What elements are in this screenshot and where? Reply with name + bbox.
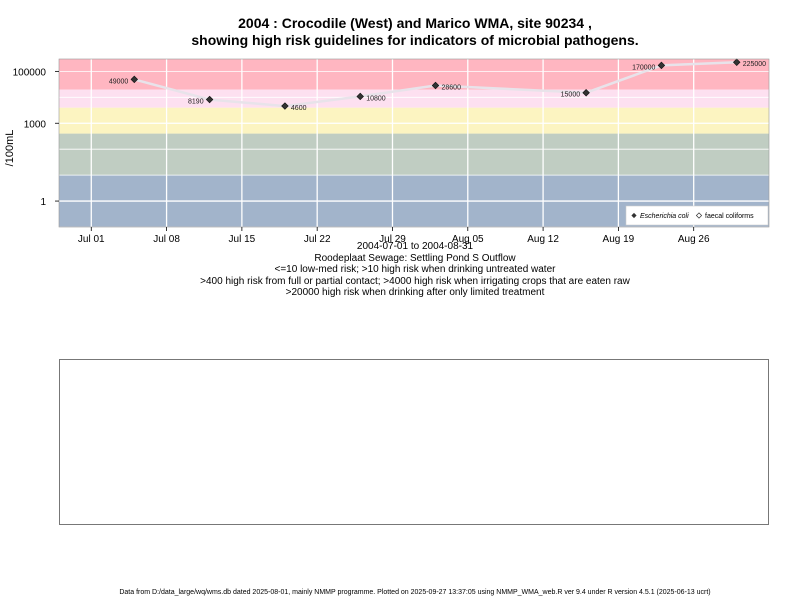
legend-marker-ecoli (631, 212, 637, 219)
date-range-text: 2004-07-01 to 2004-08-31 (356, 241, 474, 252)
ecoli-point (657, 61, 666, 70)
trend-line (133, 60, 737, 108)
ecoli-point (281, 102, 289, 110)
ecoli-point (582, 89, 590, 97)
data-label: 4600 (291, 105, 307, 112)
guideline-text-1: <=10 low-med risk; >10 high risk when dr… (274, 264, 556, 275)
legend-label-faecal: faecal coliforms (705, 213, 754, 220)
risk-band (59, 59, 769, 90)
guideline-text-2: >400 high risk from full or partial cont… (200, 276, 630, 287)
y-tick-label: 100000 (13, 67, 47, 78)
x-tick-label: Jul 22 (304, 234, 331, 245)
x-tick-label: Aug 12 (527, 234, 559, 245)
chart-title-line-1: 2004 : Crocodile (West) and Marico WMA, … (238, 15, 592, 31)
risk-band (59, 89, 769, 108)
footer-note: Data from D:/data_large/wq/wms.db dated … (119, 589, 711, 596)
risk-bands (59, 59, 769, 227)
data-label: 170000 (632, 64, 655, 71)
legend: Escherichia coli faecal coliforms (625, 205, 769, 226)
guideline-text-3: >20000 high risk when drinking after onl… (285, 287, 545, 298)
legend-label-ecoli: Escherichia coli (640, 213, 689, 220)
data-label: 15000 (561, 92, 581, 99)
ecoli-point (431, 81, 440, 90)
y-tick-label: 1 (40, 197, 46, 208)
y-axis-title: /100mL (4, 130, 16, 167)
ecoli-point (205, 95, 214, 104)
trend-line-path (133, 60, 737, 108)
data-points (130, 58, 741, 110)
data-label: 28600 (442, 84, 462, 91)
data-label: 10800 (366, 95, 386, 102)
plot-frame (58, 58, 770, 228)
data-label: 49000 (109, 78, 129, 85)
chart-title-line-2: showing high risk guidelines for indicat… (191, 32, 639, 48)
y-tick-label: 1000 (24, 119, 47, 130)
x-tick-label: Jul 01 (78, 234, 105, 245)
data-labels: 49000 8190 4600 10800 28600 15000 170000 225000 (109, 61, 766, 112)
x-tick-label: Aug 19 (603, 234, 635, 245)
x-tick-label: Aug 26 (678, 234, 710, 245)
data-label: 8190 (188, 99, 204, 106)
ecoli-point (356, 92, 364, 101)
x-tick-label: Jul 15 (229, 234, 256, 245)
risk-band (59, 133, 769, 176)
x-tick-label: Aug 05 (452, 234, 484, 245)
empty-plot-panel (59, 359, 769, 525)
x-tick-label: Jul 29 (379, 234, 406, 245)
x-tick-label: Jul 08 (153, 234, 180, 245)
risk-band (59, 107, 769, 134)
ecoli-point (130, 75, 139, 84)
legend-marker-faecal (695, 212, 703, 219)
data-label: 225000 (743, 61, 766, 68)
site-name-text: Roodeplaat Sewage: Settling Pond S Outfl… (314, 253, 516, 264)
axes: Jul 01 Jul 08 Jul 15 Jul 22 Jul 29 Aug 05 Aug … (4, 58, 770, 245)
ecoli-point (733, 58, 741, 66)
